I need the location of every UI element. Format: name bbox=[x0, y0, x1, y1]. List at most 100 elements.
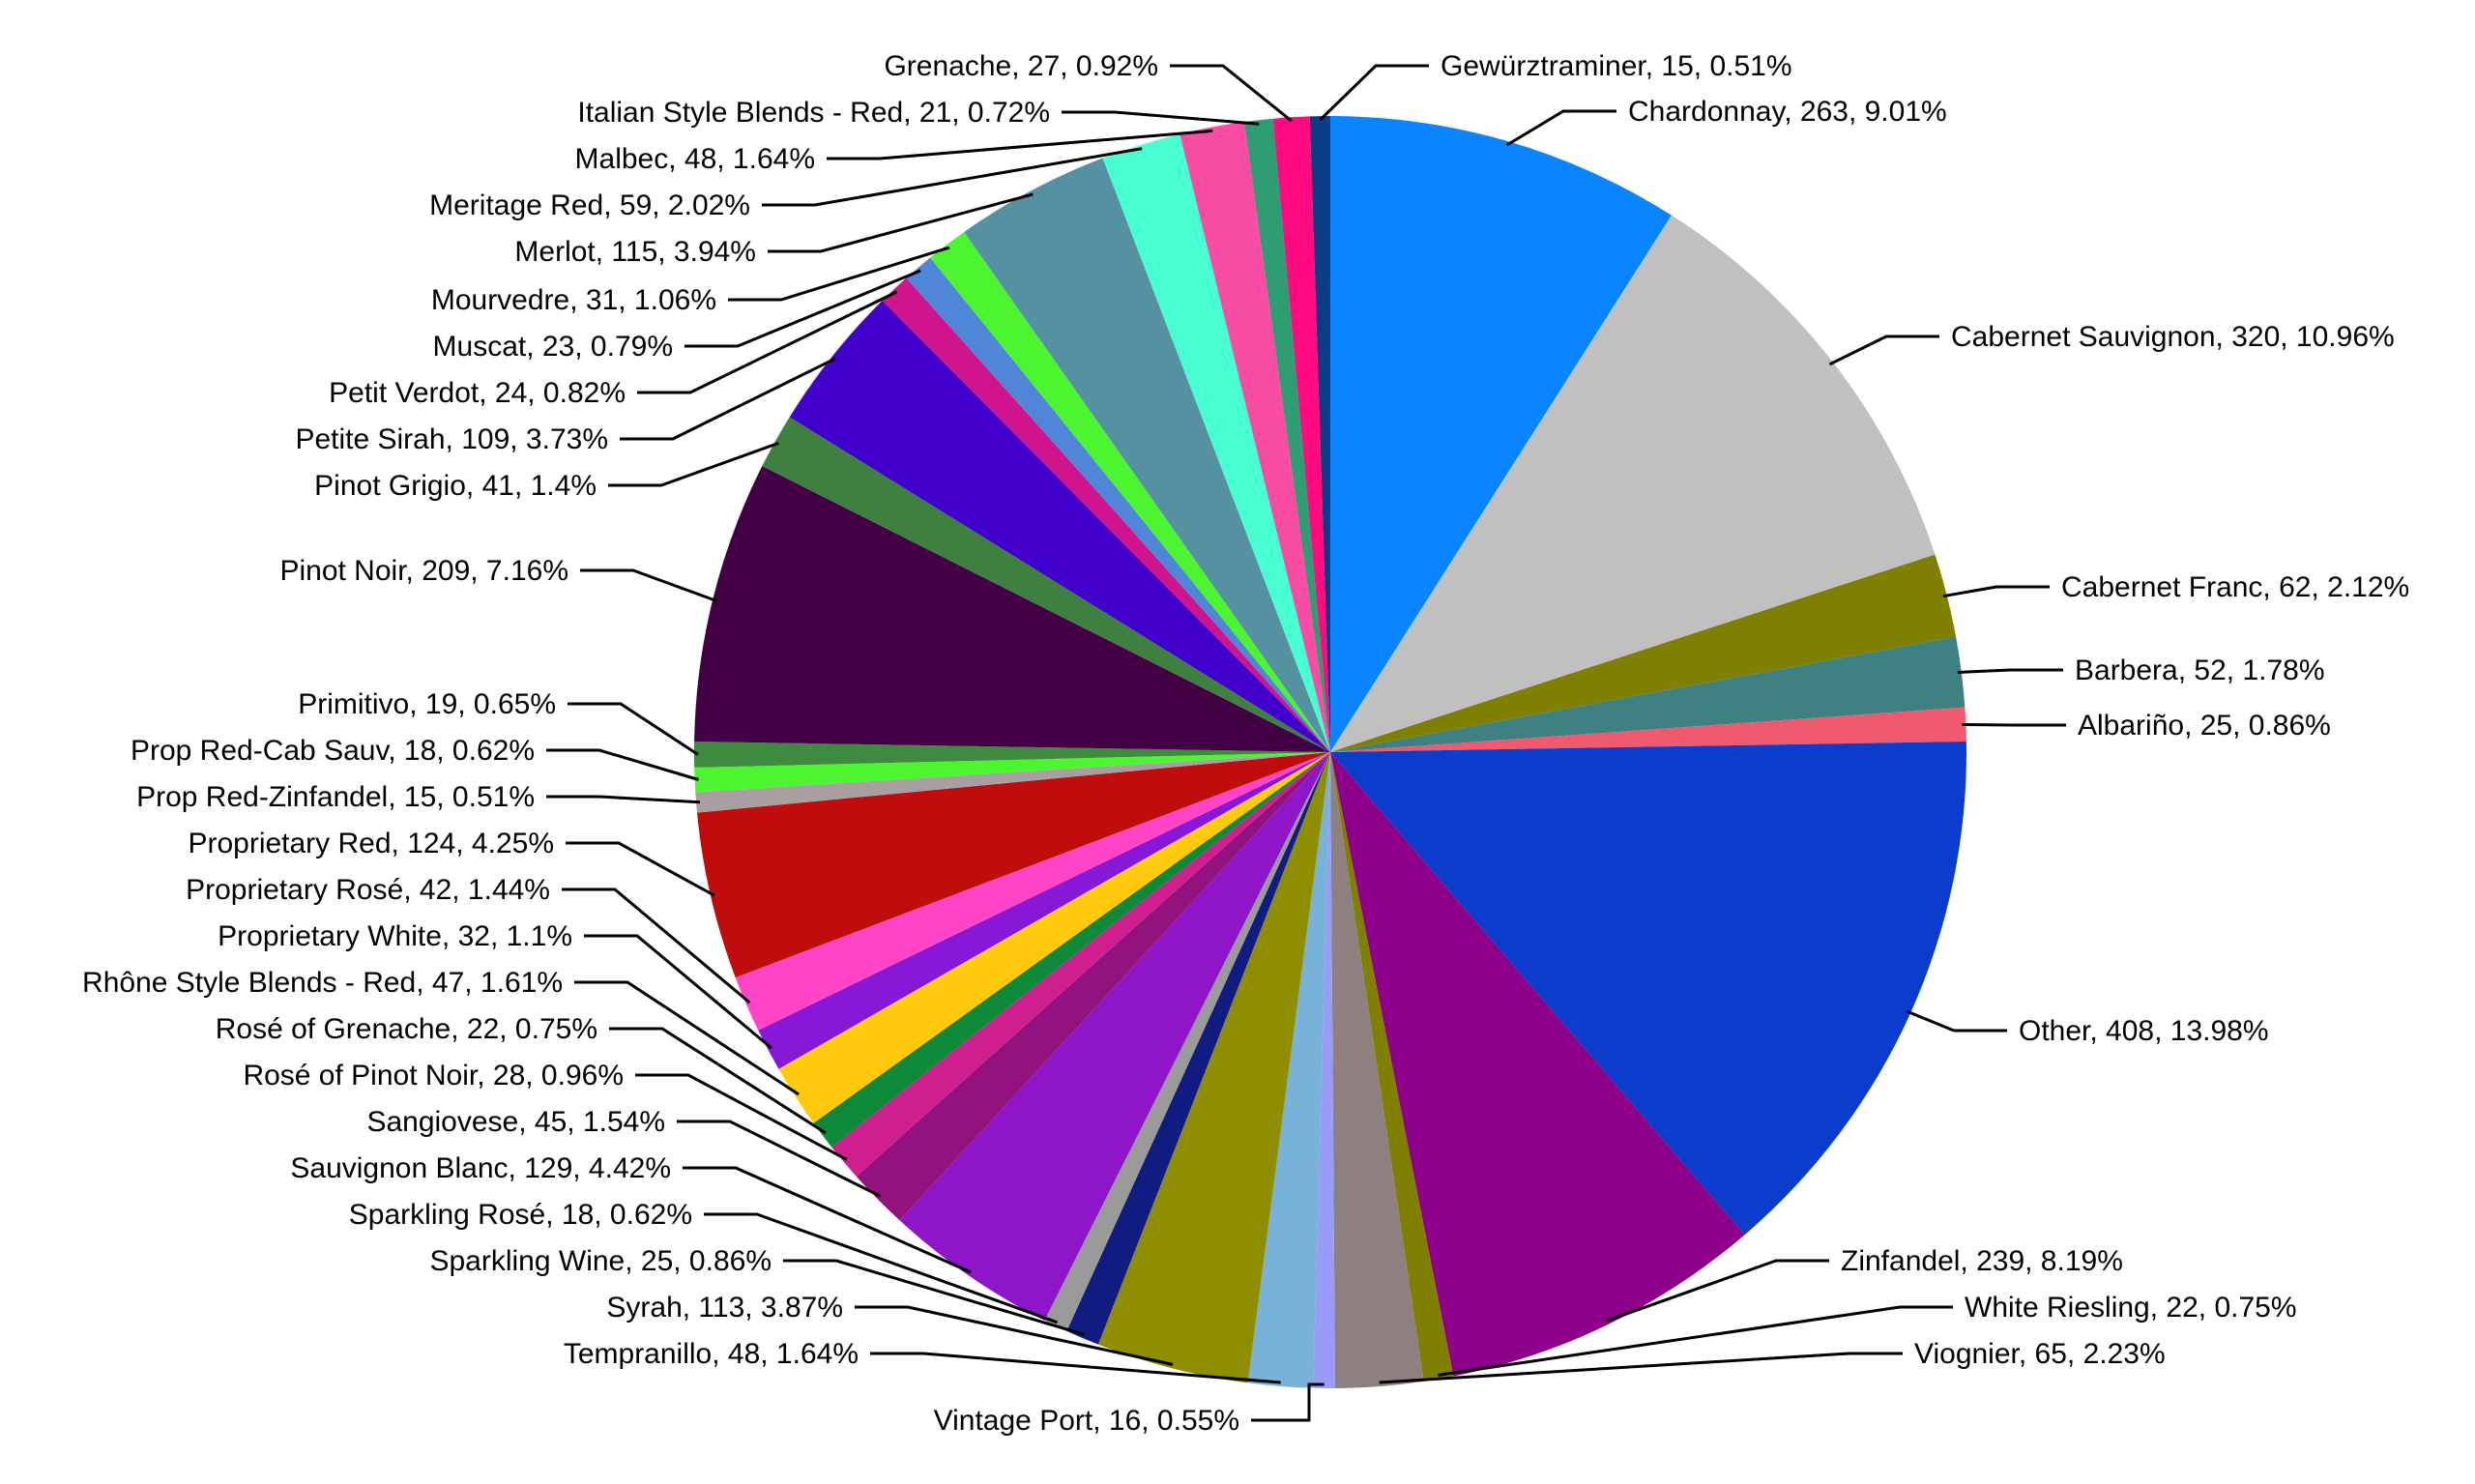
label-viognier: Viognier, 65, 2.23% bbox=[1914, 1338, 2166, 1370]
label-gewurztraminer: Gewürztraminer, 15, 0.51% bbox=[1441, 50, 1792, 82]
leader-lines bbox=[546, 64, 2066, 1422]
label-chardonnay: Chardonnay, 263, 9.01% bbox=[1628, 96, 1947, 128]
leader-rhone-style-blends-red bbox=[574, 980, 800, 1096]
leader-muscat bbox=[684, 269, 921, 348]
label-rhone-style-blends-red: Rhône Style Blends - Red, 47, 1.61% bbox=[82, 967, 563, 999]
leader-viognier bbox=[1379, 1352, 1903, 1384]
slice-tempranillo bbox=[1247, 752, 1330, 1388]
slice-prop-red-cab-sauv bbox=[694, 752, 1330, 793]
label-primitivo: Primitivo, 19, 0.65% bbox=[298, 688, 556, 720]
label-prop-red-zinfandel: Prop Red-Zinfandel, 15, 0.51% bbox=[136, 781, 535, 813]
leader-pinot-noir bbox=[580, 568, 717, 602]
leader-proprietary-rose bbox=[562, 887, 751, 1004]
label-white-riesling: White Riesling, 22, 0.75% bbox=[1965, 1292, 2297, 1324]
slice-barbera bbox=[1330, 636, 1965, 752]
leader-zinfandel bbox=[1606, 1259, 1829, 1323]
leader-merlot bbox=[768, 192, 1034, 253]
label-other: Other, 408, 13.98% bbox=[2019, 1015, 2269, 1047]
label-zinfandel: Zinfandel, 239, 8.19% bbox=[1841, 1245, 2123, 1277]
leader-cabernet-sauvignon bbox=[1828, 335, 1939, 366]
slice-cabernet-sauvignon bbox=[1330, 215, 1936, 752]
slice-zinfandel bbox=[1330, 752, 1745, 1377]
leader-italian-style-blends-red bbox=[1062, 110, 1260, 126]
leader-rose-of-grenache bbox=[609, 1027, 827, 1135]
leader-vintage-port bbox=[1251, 1382, 1325, 1422]
slice-prop-red-zinfandel bbox=[695, 752, 1330, 813]
leader-proprietary-red bbox=[566, 841, 715, 897]
label-sparkling-wine: Sparkling Wine, 25, 0.86% bbox=[429, 1245, 772, 1277]
label-proprietary-rose: Proprietary Rosé, 42, 1.44% bbox=[186, 874, 550, 906]
label-petit-verdot: Petit Verdot, 24, 0.82% bbox=[329, 377, 626, 409]
label-syrah: Syrah, 113, 3.87% bbox=[606, 1292, 843, 1324]
slice-albarino bbox=[1330, 707, 1966, 752]
leader-petite-sirah bbox=[620, 357, 836, 441]
leader-tempranillo bbox=[870, 1352, 1281, 1384]
label-albarino: Albariño, 25, 0.86% bbox=[2078, 710, 2331, 742]
leader-meritage-red bbox=[762, 147, 1143, 207]
label-rose-of-pinot-noir: Rosé of Pinot Noir, 28, 0.96% bbox=[243, 1060, 624, 1091]
leader-petit-verdot bbox=[637, 290, 898, 394]
leader-sparkling-wine bbox=[783, 1259, 1085, 1336]
label-proprietary-red: Proprietary Red, 124, 4.25% bbox=[188, 828, 554, 859]
slice-sauvignon-blanc bbox=[899, 752, 1330, 1321]
slice-italian-style-blends-red bbox=[1244, 118, 1330, 752]
label-mourvedre: Mourvedre, 31, 1.06% bbox=[431, 284, 716, 316]
label-grenache: Grenache, 27, 0.92% bbox=[884, 50, 1158, 82]
leader-prop-red-cab-sauv bbox=[546, 748, 700, 781]
leader-sauvignon-blanc bbox=[683, 1166, 972, 1274]
leader-grenache bbox=[1170, 64, 1293, 123]
leader-barbera bbox=[1957, 668, 2063, 674]
leader-white-riesling bbox=[1438, 1305, 1953, 1377]
leader-cabernet-franc bbox=[1942, 585, 2050, 598]
label-proprietary-white: Proprietary White, 32, 1.1% bbox=[218, 920, 572, 952]
label-barbera: Barbera, 52, 1.78% bbox=[2075, 655, 2325, 686]
label-vintage-port: Vintage Port, 16, 0.55% bbox=[934, 1405, 1239, 1437]
label-prop-red-cab-sauv: Prop Red-Cab Sauv, 18, 0.62% bbox=[131, 735, 535, 767]
slice-primitivo bbox=[693, 742, 1330, 768]
slice-rhone-style-blends-red bbox=[778, 752, 1330, 1123]
label-meritage-red: Meritage Red, 59, 2.02% bbox=[429, 189, 750, 221]
slice-sangiovese bbox=[856, 752, 1330, 1221]
leader-gewurztraminer bbox=[1319, 64, 1429, 122]
slice-muscat bbox=[906, 257, 1330, 752]
pie-slices bbox=[693, 116, 1967, 1388]
slice-rose-of-pinot-noir bbox=[831, 752, 1330, 1177]
leader-other bbox=[1906, 1009, 2007, 1033]
label-merlot: Merlot, 115, 3.94% bbox=[514, 236, 756, 268]
label-italian-style-blends-red: Italian Style Blends - Red, 21, 0.72% bbox=[577, 97, 1050, 129]
leader-rose-of-pinot-noir bbox=[635, 1073, 848, 1161]
slice-labels: Chardonnay, 263, 9.01% Cabernet Sauvignon… bbox=[82, 50, 2409, 1437]
leader-malbec bbox=[827, 129, 1213, 160]
slice-chardonnay bbox=[1330, 116, 1672, 752]
label-petite-sirah: Petite Sirah, 109, 3.73% bbox=[295, 423, 608, 455]
label-rose-of-grenache: Rosé of Grenache, 22, 0.75% bbox=[216, 1013, 597, 1045]
slice-white-riesling bbox=[1330, 752, 1454, 1382]
slice-proprietary-white bbox=[758, 752, 1330, 1069]
slice-petit-verdot bbox=[882, 277, 1330, 752]
slice-pinot-grigio bbox=[762, 417, 1330, 752]
leader-albarino bbox=[1962, 723, 2066, 727]
label-tempranillo: Tempranillo, 48, 1.64% bbox=[564, 1338, 859, 1370]
slice-grenache bbox=[1272, 116, 1330, 753]
slice-vintage-port bbox=[1313, 752, 1335, 1388]
label-cabernet-franc: Cabernet Franc, 62, 2.12% bbox=[2061, 571, 2409, 603]
label-sparkling-rose: Sparkling Rosé, 18, 0.62% bbox=[349, 1199, 692, 1231]
leader-proprietary-white bbox=[584, 934, 772, 1050]
slice-other bbox=[1330, 742, 1967, 1236]
slice-malbec bbox=[1179, 122, 1330, 753]
leader-syrah bbox=[855, 1305, 1174, 1366]
leader-primitivo bbox=[568, 702, 699, 756]
slice-meritage-red bbox=[1102, 133, 1330, 752]
label-malbec: Malbec, 48, 1.64% bbox=[575, 143, 815, 175]
leader-sangiovese bbox=[677, 1120, 882, 1198]
label-sauvignon-blanc: Sauvignon Blanc, 129, 4.42% bbox=[290, 1152, 671, 1184]
leader-pinot-grigio bbox=[608, 441, 779, 487]
slice-merlot bbox=[964, 158, 1330, 752]
leader-mourvedre bbox=[728, 246, 950, 302]
label-pinot-noir: Pinot Noir, 209, 7.16% bbox=[279, 555, 568, 587]
slice-proprietary-rose bbox=[735, 752, 1330, 1031]
slice-petite-sirah bbox=[789, 300, 1330, 752]
slice-rose-of-grenache bbox=[813, 752, 1330, 1148]
slice-viognier bbox=[1330, 752, 1424, 1388]
